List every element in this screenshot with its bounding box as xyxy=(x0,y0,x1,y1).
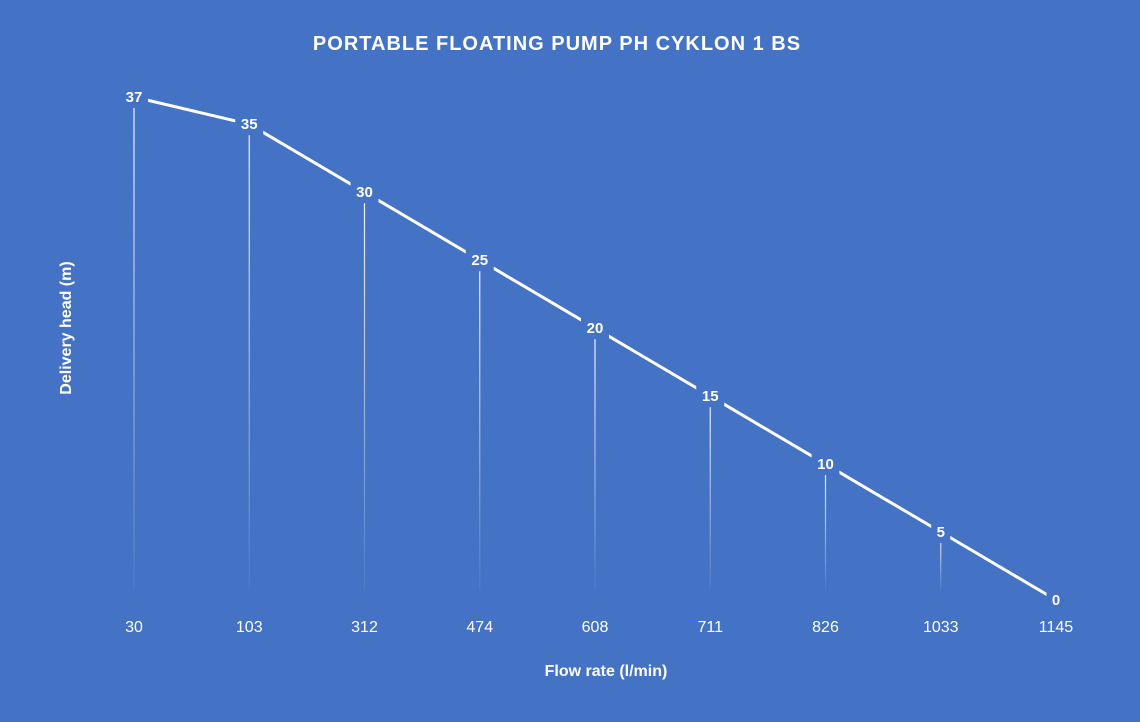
data-label-bg xyxy=(811,453,840,476)
drop-line xyxy=(940,532,942,590)
data-label-bg xyxy=(931,521,951,544)
data-label-bg xyxy=(350,181,379,204)
data-label-bg xyxy=(696,385,725,408)
data-label: 37 xyxy=(126,89,143,106)
drop-line xyxy=(363,192,366,590)
drop-line xyxy=(594,328,596,590)
data-label-bg xyxy=(120,86,148,108)
x-axis-title: Flow rate (l/min) xyxy=(545,663,668,680)
data-label-bg xyxy=(465,249,494,272)
x-tick-label: 1145 xyxy=(1039,619,1074,636)
drop-line xyxy=(248,124,250,591)
data-label: 5 xyxy=(937,524,945,541)
drop-line xyxy=(133,97,135,590)
y-axis-title: Delivery head (m) xyxy=(58,261,75,394)
drop-line xyxy=(824,464,827,590)
data-label-bg xyxy=(581,317,609,340)
data-label: 10 xyxy=(817,456,834,473)
x-tick-label: 608 xyxy=(582,619,609,636)
x-tick-label: 103 xyxy=(236,619,263,636)
drop-line xyxy=(479,260,481,590)
x-tick-label: 1033 xyxy=(923,619,959,636)
drop-lines-group xyxy=(133,97,942,591)
x-tick-label: 474 xyxy=(466,619,493,636)
x-tick-label: 826 xyxy=(812,619,839,636)
data-label-bg xyxy=(1046,589,1066,611)
x-tick-label: 30 xyxy=(125,619,143,636)
drop-line xyxy=(709,396,711,590)
data-labels-group: 37 35 30 25 20 15 10 5 0 xyxy=(120,86,1066,611)
data-label: 35 xyxy=(241,116,258,133)
data-label: 15 xyxy=(702,388,719,405)
data-label: 30 xyxy=(356,184,373,201)
x-tick-label: 312 xyxy=(351,619,378,636)
data-label: 25 xyxy=(471,252,488,269)
data-label: 20 xyxy=(587,320,604,337)
chart-title: PORTABLE FLOATING PUMP PH CYKLON 1 BS xyxy=(313,33,801,55)
x-tick-labels: 30 103 312 474 608 711 826 1033 1145 xyxy=(125,619,1073,636)
data-label-bg xyxy=(235,113,264,136)
data-label: 0 xyxy=(1052,592,1060,609)
x-tick-label: 711 xyxy=(697,619,723,636)
